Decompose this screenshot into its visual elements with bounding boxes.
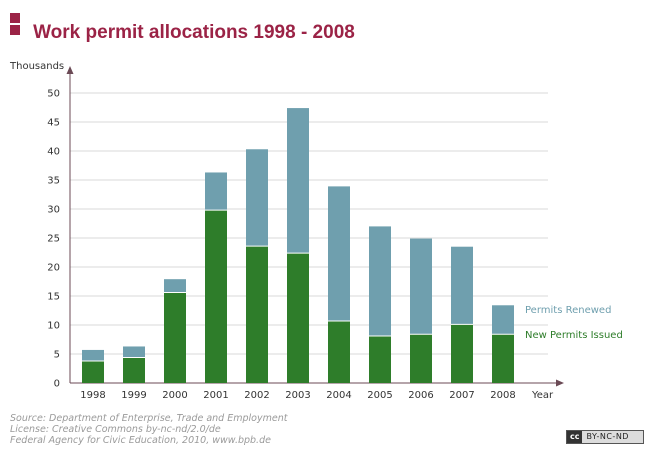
bar-permits-renewed xyxy=(287,108,309,254)
title-marker xyxy=(10,25,20,35)
x-tick-label: 2001 xyxy=(203,390,228,401)
bar-new-permits xyxy=(246,246,268,383)
y-tick-label: 30 xyxy=(47,205,60,216)
y-tick-label: 0 xyxy=(54,379,60,390)
bar-new-permits xyxy=(451,324,473,383)
x-tick-label: 2005 xyxy=(367,390,392,401)
y-tick-label: 15 xyxy=(47,292,60,303)
bar-new-permits xyxy=(410,334,432,383)
bar-new-permits xyxy=(82,360,104,383)
y-tick-label: 10 xyxy=(47,321,60,332)
y-tick-label: 45 xyxy=(47,118,60,129)
bar-new-permits xyxy=(164,292,186,383)
bar-permits-renewed xyxy=(369,226,391,337)
bar-permits-renewed xyxy=(492,305,514,335)
bar-new-permits xyxy=(328,320,350,383)
bar-new-permits xyxy=(205,210,227,383)
y-tick-label: 35 xyxy=(47,176,60,187)
x-tick-label: 1999 xyxy=(121,390,146,401)
cc-license-badge[interactable]: cc BY-NC-ND xyxy=(566,430,644,444)
x-tick-label: 2000 xyxy=(162,390,187,401)
x-tick-label: 2008 xyxy=(490,390,515,401)
y-tick-label: 25 xyxy=(47,234,60,245)
y-axis-arrow xyxy=(66,66,74,74)
license-line: License: Creative Commons by-nc-nd/2.0/d… xyxy=(10,424,221,435)
cc-icon: cc xyxy=(567,431,583,443)
bar-new-permits xyxy=(123,357,145,383)
x-tick-label: 2002 xyxy=(244,390,269,401)
bar-permits-renewed xyxy=(164,279,186,293)
header-marker xyxy=(10,8,20,27)
bar-permits-renewed xyxy=(328,186,350,321)
legend-new-permits: New Permits Issued xyxy=(525,330,623,341)
x-axis-arrow xyxy=(556,379,564,387)
bar-new-permits xyxy=(369,336,391,383)
source-line: Source: Department of Enterprise, Trade … xyxy=(10,413,288,424)
bar-permits-renewed xyxy=(246,149,268,247)
y-tick-label: 40 xyxy=(47,147,60,158)
bar-permits-renewed xyxy=(410,238,432,335)
y-tick-label: 5 xyxy=(54,350,60,361)
x-tick-label: 2004 xyxy=(326,390,351,401)
bar-permits-renewed xyxy=(123,346,145,358)
license-badge-text: BY-NC-ND xyxy=(586,432,629,441)
x-tick-label: 2007 xyxy=(449,390,474,401)
source-note: Source: Department of Enterprise, Trade … xyxy=(10,413,287,446)
bar-permits-renewed xyxy=(82,349,104,361)
y-axis-title: Thousands xyxy=(9,61,64,72)
bar-permits-renewed xyxy=(205,172,227,211)
bar-permits-renewed xyxy=(451,246,473,325)
x-tick-label: 2003 xyxy=(285,390,310,401)
y-tick-label: 50 xyxy=(47,89,60,100)
y-tick-label: 20 xyxy=(47,263,60,274)
x-axis-title: Year xyxy=(531,390,554,401)
x-tick-label: 2006 xyxy=(408,390,433,401)
x-tick-label: 1998 xyxy=(80,390,105,401)
publisher-line: Federal Agency for Civic Education, 2010… xyxy=(10,435,271,446)
bar-new-permits xyxy=(492,334,514,383)
title-row: Work permit allocations 1998 - 2008 xyxy=(10,22,355,44)
legend-permits-renewed: Permits Renewed xyxy=(525,305,611,316)
bar-new-permits xyxy=(287,253,309,383)
chart-title: Work permit allocations 1998 - 2008 xyxy=(33,22,355,43)
